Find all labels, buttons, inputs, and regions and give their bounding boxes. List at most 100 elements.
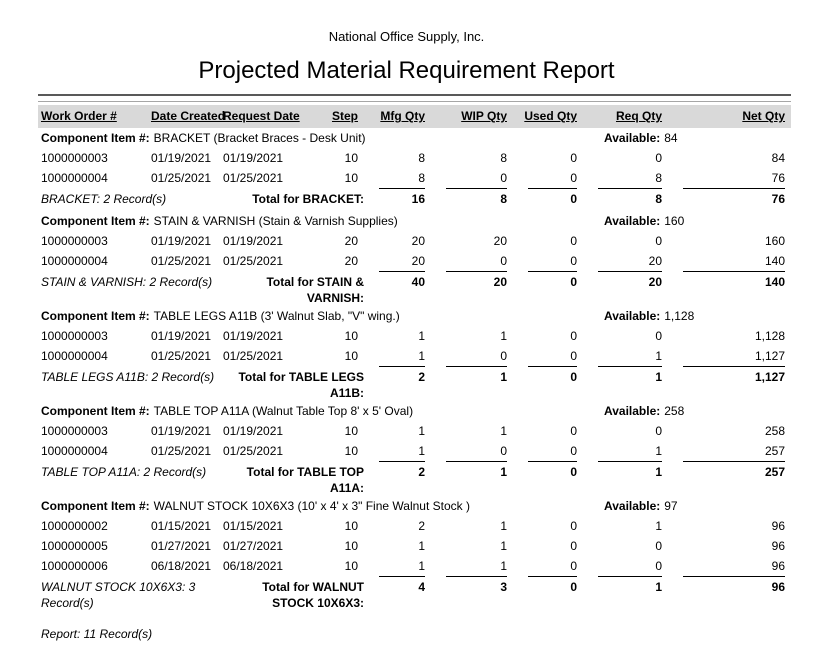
- req-qty-cell: 0: [655, 329, 662, 343]
- page-title: Projected Material Requirement Report: [198, 57, 615, 84]
- group-total-row: WALNUT STOCK 10X6X3: 3 Record(s) Total fo…: [38, 576, 791, 611]
- used-qty-cell: 0: [570, 171, 577, 185]
- column-header-row: Work Order # Date Created Request Date S…: [38, 105, 791, 128]
- req-qty-cell: 0: [655, 559, 662, 573]
- wip-qty-cell: 0: [500, 254, 507, 268]
- wip-qty-cell: 1: [500, 539, 507, 553]
- work-order-row: 1000000004 01/25/2021 01/25/2021 10 8 0 0 8 76: [38, 168, 791, 188]
- total-wip-qty-cell: 20: [431, 271, 513, 306]
- step-cell: 10: [344, 539, 358, 553]
- total-wip-qty-cell: 1: [431, 461, 513, 496]
- column-header-net-qty: Net Qty: [668, 105, 791, 128]
- available-label: Available:: [604, 499, 661, 513]
- component-name: TABLE TOP A11A: [153, 404, 249, 418]
- total-net-qty-cell: 96: [668, 576, 791, 611]
- total-value: 140: [683, 271, 785, 289]
- net-qty-cell: 257: [764, 444, 785, 458]
- work-order-cell: 1000000004: [41, 171, 108, 185]
- step-cell: 10: [344, 171, 358, 185]
- component-item-cell: Component Item #: TABLE LEGS A11B (3' Wal…: [38, 306, 583, 326]
- total-value: 0: [528, 188, 577, 206]
- total-mfg-qty-cell: 16: [364, 188, 431, 211]
- work-order-cell: 1000000006: [41, 559, 108, 573]
- available-value: 258: [664, 404, 685, 418]
- net-qty-cell: 1,127: [754, 349, 785, 363]
- request-date-cell: 06/18/2021: [223, 559, 284, 573]
- component-name: WALNUT STOCK 10X6X3: [153, 499, 295, 513]
- report-body: Work Order # Date Created Request Date S…: [38, 94, 791, 611]
- req-qty-cell: 0: [655, 424, 662, 438]
- component-item-cell: Component Item #: STAIN & VARNISH (Stain …: [38, 211, 583, 231]
- total-req-qty-cell: 1: [583, 461, 668, 496]
- component-item-label: Component Item #:: [41, 214, 150, 228]
- component-item-cell: Component Item #: WALNUT STOCK 10X6X3 (10…: [38, 496, 583, 516]
- date-created-cell: 01/19/2021: [151, 151, 212, 165]
- group-total-label: Total for WALNUT STOCK 10X6X3:: [262, 580, 364, 610]
- total-value: 8: [598, 188, 662, 206]
- work-order-row: 1000000003 01/19/2021 01/19/2021 10 8 8 0 0 84: [38, 148, 791, 168]
- net-qty-cell: 96: [771, 539, 785, 553]
- total-mfg-qty-cell: 40: [364, 271, 431, 306]
- column-header-mfg-qty: Mfg Qty: [364, 105, 431, 128]
- available-cell: Available: 160: [583, 211, 791, 231]
- step-cell: 20: [344, 254, 358, 268]
- total-value: 1: [598, 366, 662, 384]
- work-order-row: 1000000005 01/27/2021 01/27/2021 10 1 1 0 0 96: [38, 536, 791, 556]
- date-created-cell: 01/27/2021: [151, 539, 212, 553]
- available-label: Available:: [604, 214, 661, 228]
- column-header-step: Step: [310, 105, 364, 128]
- component-item-label: Component Item #:: [41, 309, 150, 323]
- group-total-row: STAIN & VARNISH: 2 Record(s) Total for ST…: [38, 271, 791, 306]
- available-cell: Available: 258: [583, 401, 791, 421]
- request-date-cell: 01/25/2021: [223, 349, 284, 363]
- total-value: 0: [528, 576, 577, 594]
- req-qty-cell: 1: [655, 444, 662, 458]
- date-created-cell: 01/25/2021: [151, 444, 212, 458]
- used-qty-cell: 0: [570, 444, 577, 458]
- total-value: 20: [446, 271, 507, 289]
- component-header-row: Component Item #: BRACKET (Bracket Braces…: [38, 128, 791, 148]
- work-order-cell: 1000000002: [41, 519, 108, 533]
- company-name: National Office Supply, Inc.: [328, 29, 485, 44]
- work-order-cell: 1000000003: [41, 424, 108, 438]
- step-cell: 10: [344, 444, 358, 458]
- net-qty-cell: 160: [764, 234, 785, 248]
- component-item-cell: Component Item #: TABLE TOP A11A (Walnut …: [38, 401, 583, 421]
- request-date-cell: 01/25/2021: [223, 171, 284, 185]
- work-order-cell: 1000000003: [41, 329, 108, 343]
- wip-qty-cell: 0: [500, 444, 507, 458]
- mfg-qty-cell: 20: [411, 234, 425, 248]
- work-order-row: 1000000004 01/25/2021 01/25/2021 10 1 0 0 1 1,12…: [38, 346, 791, 366]
- request-date-cell: 01/25/2021: [223, 444, 284, 458]
- req-qty-cell: 20: [648, 254, 662, 268]
- total-mfg-qty-cell: 2: [364, 366, 431, 401]
- used-qty-cell: 0: [570, 151, 577, 165]
- req-qty-cell: 1: [655, 349, 662, 363]
- work-order-cell: 1000000004: [41, 254, 108, 268]
- available-value: 97: [664, 499, 678, 513]
- step-cell: 10: [344, 329, 358, 343]
- total-wip-qty-cell: 1: [431, 366, 513, 401]
- group-total-row: TABLE LEGS A11B: 2 Record(s) Total for TA…: [38, 366, 791, 401]
- divider-rule-dark: [38, 94, 791, 96]
- net-qty-cell: 140: [764, 254, 785, 268]
- used-qty-cell: 0: [570, 254, 577, 268]
- wip-qty-cell: 1: [500, 329, 507, 343]
- available-cell: Available: 84: [583, 128, 791, 148]
- total-used-qty-cell: 0: [513, 366, 583, 401]
- column-header-req-qty: Req Qty: [583, 105, 668, 128]
- component-header-row: Component Item #: TABLE TOP A11A (Walnut …: [38, 401, 791, 421]
- wip-qty-cell: 0: [500, 171, 507, 185]
- column-header-work-order: Work Order #: [38, 105, 148, 128]
- work-order-cell: 1000000005: [41, 539, 108, 553]
- date-created-cell: 01/25/2021: [151, 171, 212, 185]
- group-record-count: TABLE LEGS A11B: 2 Record(s): [41, 370, 215, 384]
- report-table: Work Order # Date Created Request Date S…: [38, 105, 791, 611]
- work-order-cell: 1000000004: [41, 349, 108, 363]
- total-used-qty-cell: 0: [513, 461, 583, 496]
- component-description: (Stain & Varnish Supplies): [258, 214, 398, 228]
- date-created-cell: 01/19/2021: [151, 234, 212, 248]
- mfg-qty-cell: 1: [418, 329, 425, 343]
- available-label: Available:: [604, 309, 661, 323]
- total-value: 0: [528, 366, 577, 384]
